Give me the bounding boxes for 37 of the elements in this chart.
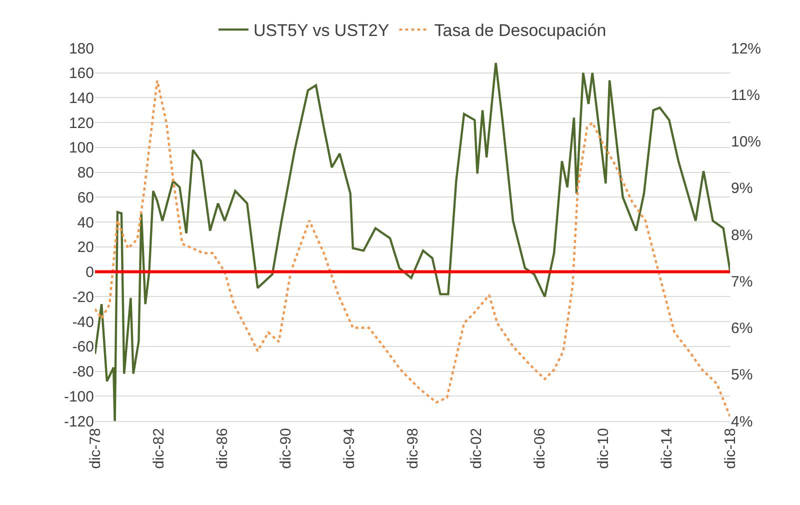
x-tick-label: dic-98 [404,428,422,469]
y-tick-label: -60 [72,338,94,356]
y2-tick-label: 10% [731,134,762,150]
x-tick-label: dic-02 [468,428,485,469]
y-tick-label: 60 [77,189,94,206]
y-tick-label: -120 [64,413,94,430]
x-tick-label: dic-10 [594,428,612,469]
x-tick-label: dic-82 [150,428,168,469]
y-tick-label: 40 [77,214,94,232]
x-tick-label: dic-18 [722,428,739,469]
y2-tick-label: 12% [731,40,762,58]
y-tick-label: 80 [77,164,94,182]
x-tick-label: dic-94 [340,428,358,469]
x-tick-label: dic-14 [658,428,676,469]
y2-tick-label: 8% [731,226,753,244]
y2-tick-label: 11% [731,86,760,104]
legend-label: UST5Y vs UST2Y [254,21,390,40]
x-tick-label: dic-06 [531,428,548,469]
legend-label: Tasa de Desocupación [434,21,606,40]
y-tick-label: 0 [86,264,94,282]
y-tick-label: 20 [77,239,94,256]
y2-tick-label: 6% [731,320,753,337]
y-tick-label: 140 [68,90,94,107]
y-tick-label: 160 [68,65,94,82]
y2-tick-label: 5% [731,366,753,384]
x-tick-label: dic-86 [214,428,231,469]
y2-tick-label: 9% [731,180,753,198]
y-tick-label: -100 [64,388,94,406]
y-tick-label: -80 [72,364,94,381]
y-tick-label: 180 [68,40,94,58]
x-tick-label: dic-90 [277,428,294,469]
y2-tick-label: 7% [731,273,753,290]
y-tick-label: 120 [68,114,94,132]
x-tick-label: dic-78 [86,428,104,469]
y-tick-label: 100 [68,140,94,157]
y-tick-label: -40 [72,314,94,331]
y-tick-label: -20 [72,288,94,306]
